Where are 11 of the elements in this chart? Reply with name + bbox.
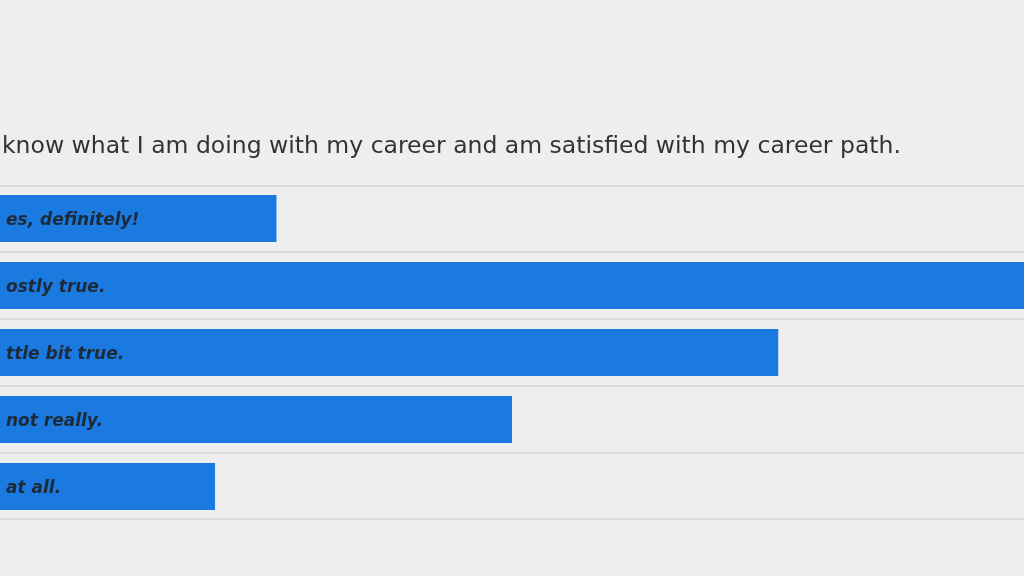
y-tick-label: at all. [6, 476, 62, 497]
y-tick-label: es, definitely! [6, 208, 140, 229]
bar [0, 262, 1024, 310]
y-tick-label: ttle bit true. [6, 342, 125, 363]
y-tick-label: not really. [6, 409, 103, 430]
bar [0, 195, 277, 243]
bar [0, 463, 216, 511]
bar [0, 396, 512, 444]
chart-title: know what I am doing with my career and am satisfied with my career path. [2, 131, 901, 159]
y-tick-label: ostly true. [6, 275, 106, 296]
bar [0, 329, 779, 377]
